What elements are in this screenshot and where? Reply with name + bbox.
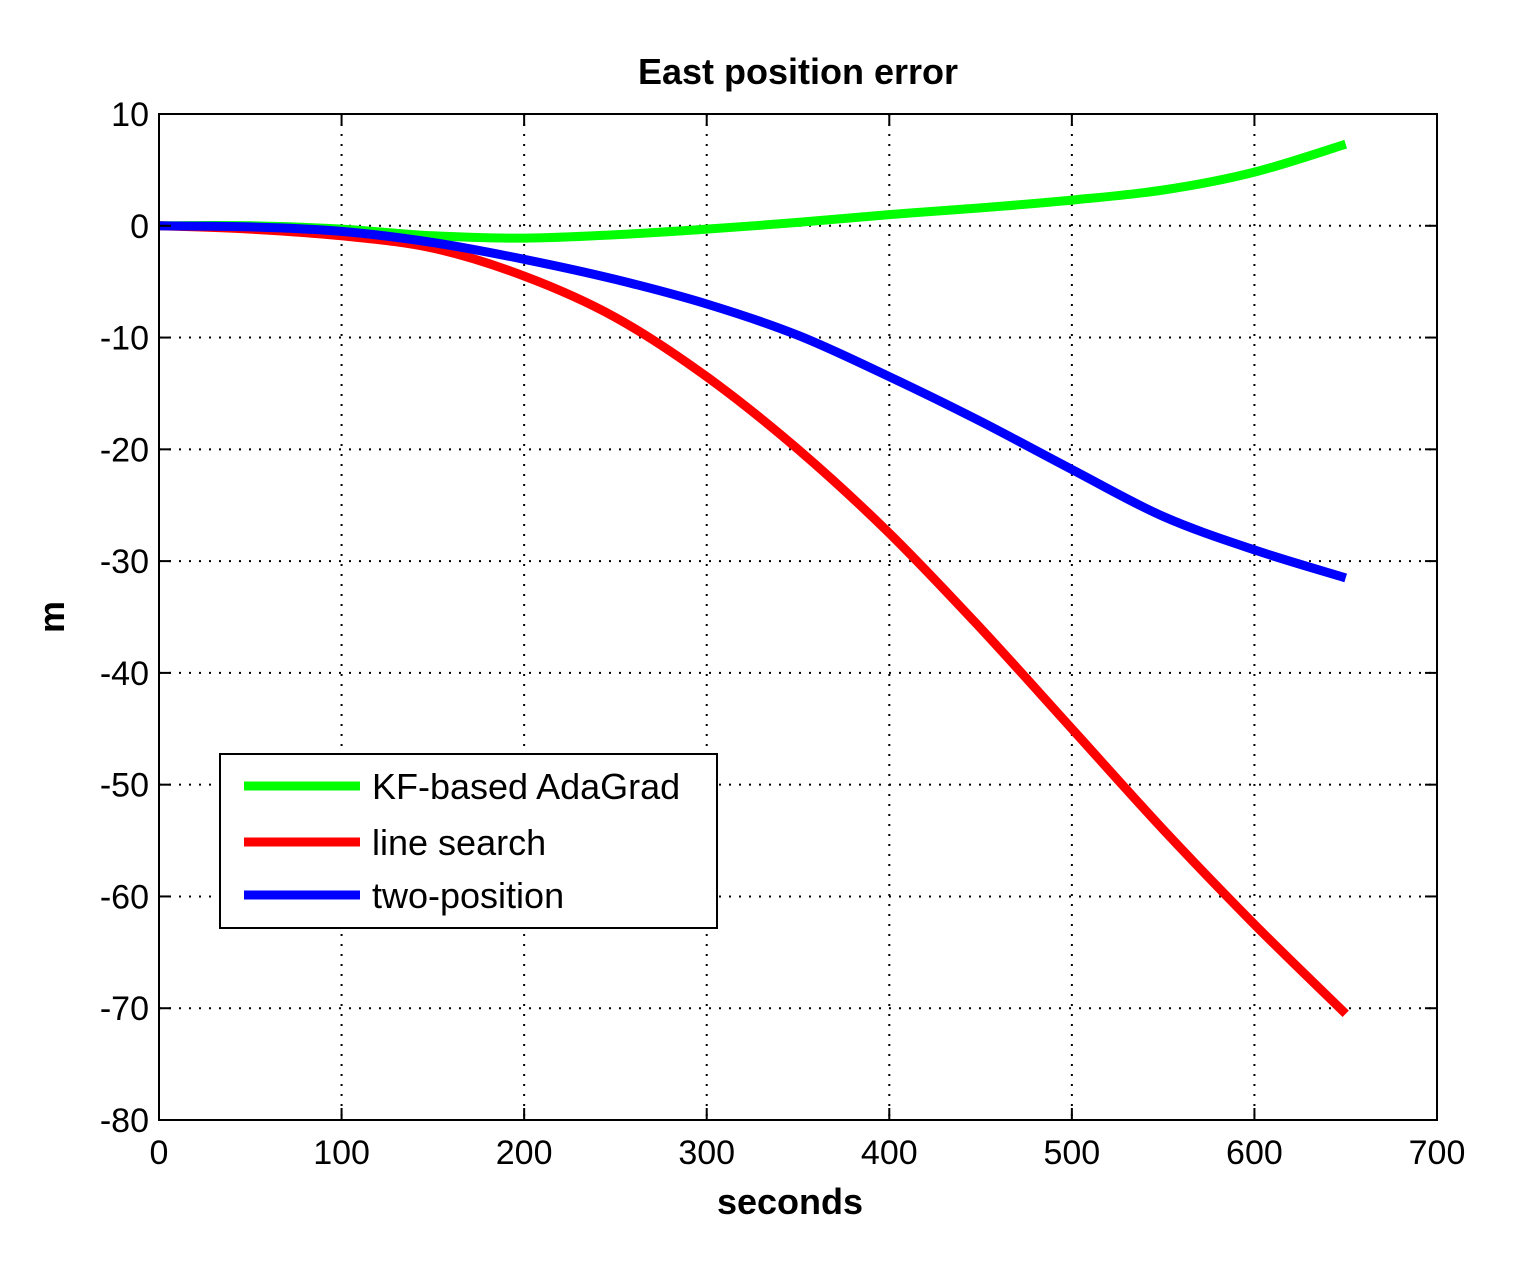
legend-label: line search bbox=[372, 822, 546, 863]
x-tick-label: 300 bbox=[678, 1134, 735, 1172]
y-tick-label: 0 bbox=[130, 208, 149, 246]
y-tick-label: -20 bbox=[100, 431, 149, 469]
x-tick-label: 500 bbox=[1043, 1134, 1100, 1172]
y-tick-label: -60 bbox=[100, 878, 149, 916]
y-axis-label: m bbox=[31, 601, 72, 633]
y-tick-label: -70 bbox=[100, 990, 149, 1028]
y-tick-label: -10 bbox=[100, 320, 149, 358]
grid bbox=[159, 114, 1437, 1120]
x-tick-label: 200 bbox=[496, 1134, 553, 1172]
x-tick-label: 100 bbox=[313, 1134, 370, 1172]
x-tick-label: 0 bbox=[150, 1134, 169, 1172]
y-tick-label: 10 bbox=[111, 96, 149, 134]
legend-label: KF-based AdaGrad bbox=[372, 766, 680, 807]
series-line-0 bbox=[158, 139, 1348, 243]
legend: KF-based AdaGrad line search two-position bbox=[219, 753, 718, 929]
series-line-2 bbox=[158, 221, 1348, 583]
x-tick-label: 600 bbox=[1226, 1134, 1283, 1172]
x-axis-label: seconds bbox=[717, 1181, 863, 1222]
y-tick-label: -50 bbox=[100, 767, 149, 805]
y-tick-label: -40 bbox=[100, 655, 149, 693]
x-tick-label: 700 bbox=[1409, 1134, 1466, 1172]
series-group bbox=[158, 139, 1349, 1018]
x-tick-label: 400 bbox=[861, 1134, 918, 1172]
ticks bbox=[158, 113, 1438, 1121]
y-tick-label: -80 bbox=[100, 1102, 149, 1140]
legend-label: two-position bbox=[372, 875, 564, 916]
tick-labels: 0 100 200 300 400 500 600 700100-10-20-30-40-50… bbox=[100, 96, 1466, 1172]
y-tick-label: -30 bbox=[100, 543, 149, 581]
chart-title: East position error bbox=[638, 51, 958, 92]
plot-frame bbox=[158, 113, 1438, 1121]
